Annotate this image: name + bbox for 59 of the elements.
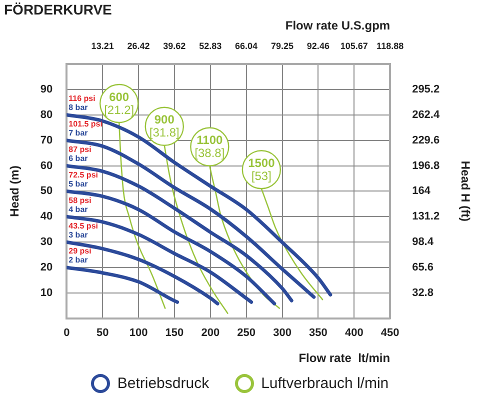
x2-tick-label: 105.67 — [340, 41, 368, 52]
annotation: 116 psi 8 bar — [68, 94, 96, 112]
x-tick-label: 250 — [237, 327, 256, 340]
y2-tick-label: 295.2 — [412, 83, 440, 96]
x2-tick-label: 92.46 — [306, 41, 330, 52]
x-tick-label: 200 — [201, 327, 220, 340]
y2-tick-label: 164 — [412, 185, 432, 198]
x-tick-label: 100 — [129, 327, 148, 340]
y-tick-label: 90 — [40, 83, 53, 96]
text: Betriebsdruck — [117, 375, 210, 392]
annotation: 58 psi 4 bar — [68, 196, 92, 214]
x2-tick-label: 79.25 — [270, 41, 294, 52]
x2-axis-title: Flow rate U.S.gpm — [285, 18, 390, 32]
x-tick-label: 0 — [64, 327, 70, 340]
y-tick-label: 10 — [40, 286, 53, 299]
y-tick-label: 40 — [40, 210, 53, 223]
annotation: 29 psi 2 bar — [68, 246, 92, 265]
y2-tick-label: 262.4 — [412, 108, 440, 121]
y-tick-label: 30 — [40, 236, 53, 248]
y-tick-label: 20 — [40, 262, 53, 274]
annotation: 900 [31.8] — [149, 112, 180, 140]
x2-tick-label: 118.88 — [376, 41, 404, 52]
line-series — [66, 240, 220, 306]
x-axis-title: Flow rate lt/min — [298, 351, 390, 366]
annotation: 1500 [53] — [248, 156, 276, 183]
y2-tick-label: 196.8 — [412, 160, 440, 172]
annotation: 101.5 psi 7 bar — [68, 120, 102, 138]
y-axis-title: Head (m) — [8, 166, 22, 217]
text: Luftverbrauch l/min — [261, 375, 389, 392]
x-tick-label: 400 — [344, 327, 364, 340]
x-tick-label: 350 — [309, 327, 328, 340]
y2-axis-title: Head H (ft) — [458, 160, 472, 222]
chart-title: FÖRDERKURVE — [4, 1, 112, 18]
x2-tick-label: 26.42 — [127, 41, 150, 52]
x-tick-label: 150 — [165, 327, 184, 340]
y2-tick-label: 131.2 — [412, 210, 440, 223]
y2-tick-label: 98.4 — [412, 236, 434, 248]
y-tick-label: 60 — [40, 160, 53, 172]
line-series — [66, 266, 180, 304]
x-tick-label: 300 — [273, 327, 292, 340]
x-tick-label: 50 — [96, 327, 109, 340]
annotation: 87 psi 6 bar — [68, 144, 92, 163]
x-tick-label: 450 — [380, 327, 400, 340]
y2-tick-label: 229.6 — [412, 134, 440, 146]
annotation: 72.5 psi 5 bar — [68, 170, 98, 188]
x2-tick-label: 39.62 — [163, 41, 186, 52]
annotation: 43.5 psi 3 bar — [68, 221, 98, 240]
annotation: 600 [21.2] — [104, 90, 134, 117]
y-tick-label: 70 — [40, 134, 53, 146]
x2-tick-label: 13.21 — [91, 41, 114, 52]
y-tick-label: 80 — [40, 108, 53, 121]
y2-tick-label: 32.8 — [412, 286, 434, 299]
line-series — [66, 214, 254, 304]
y-tick-label: 50 — [40, 185, 53, 198]
x2-tick-label: 52.83 — [199, 41, 222, 52]
y2-tick-label: 65.6 — [412, 262, 434, 274]
annotation: 1100 [38.8] — [194, 133, 225, 160]
line-series — [66, 189, 276, 306]
x2-tick-label: 66.04 — [235, 41, 258, 52]
